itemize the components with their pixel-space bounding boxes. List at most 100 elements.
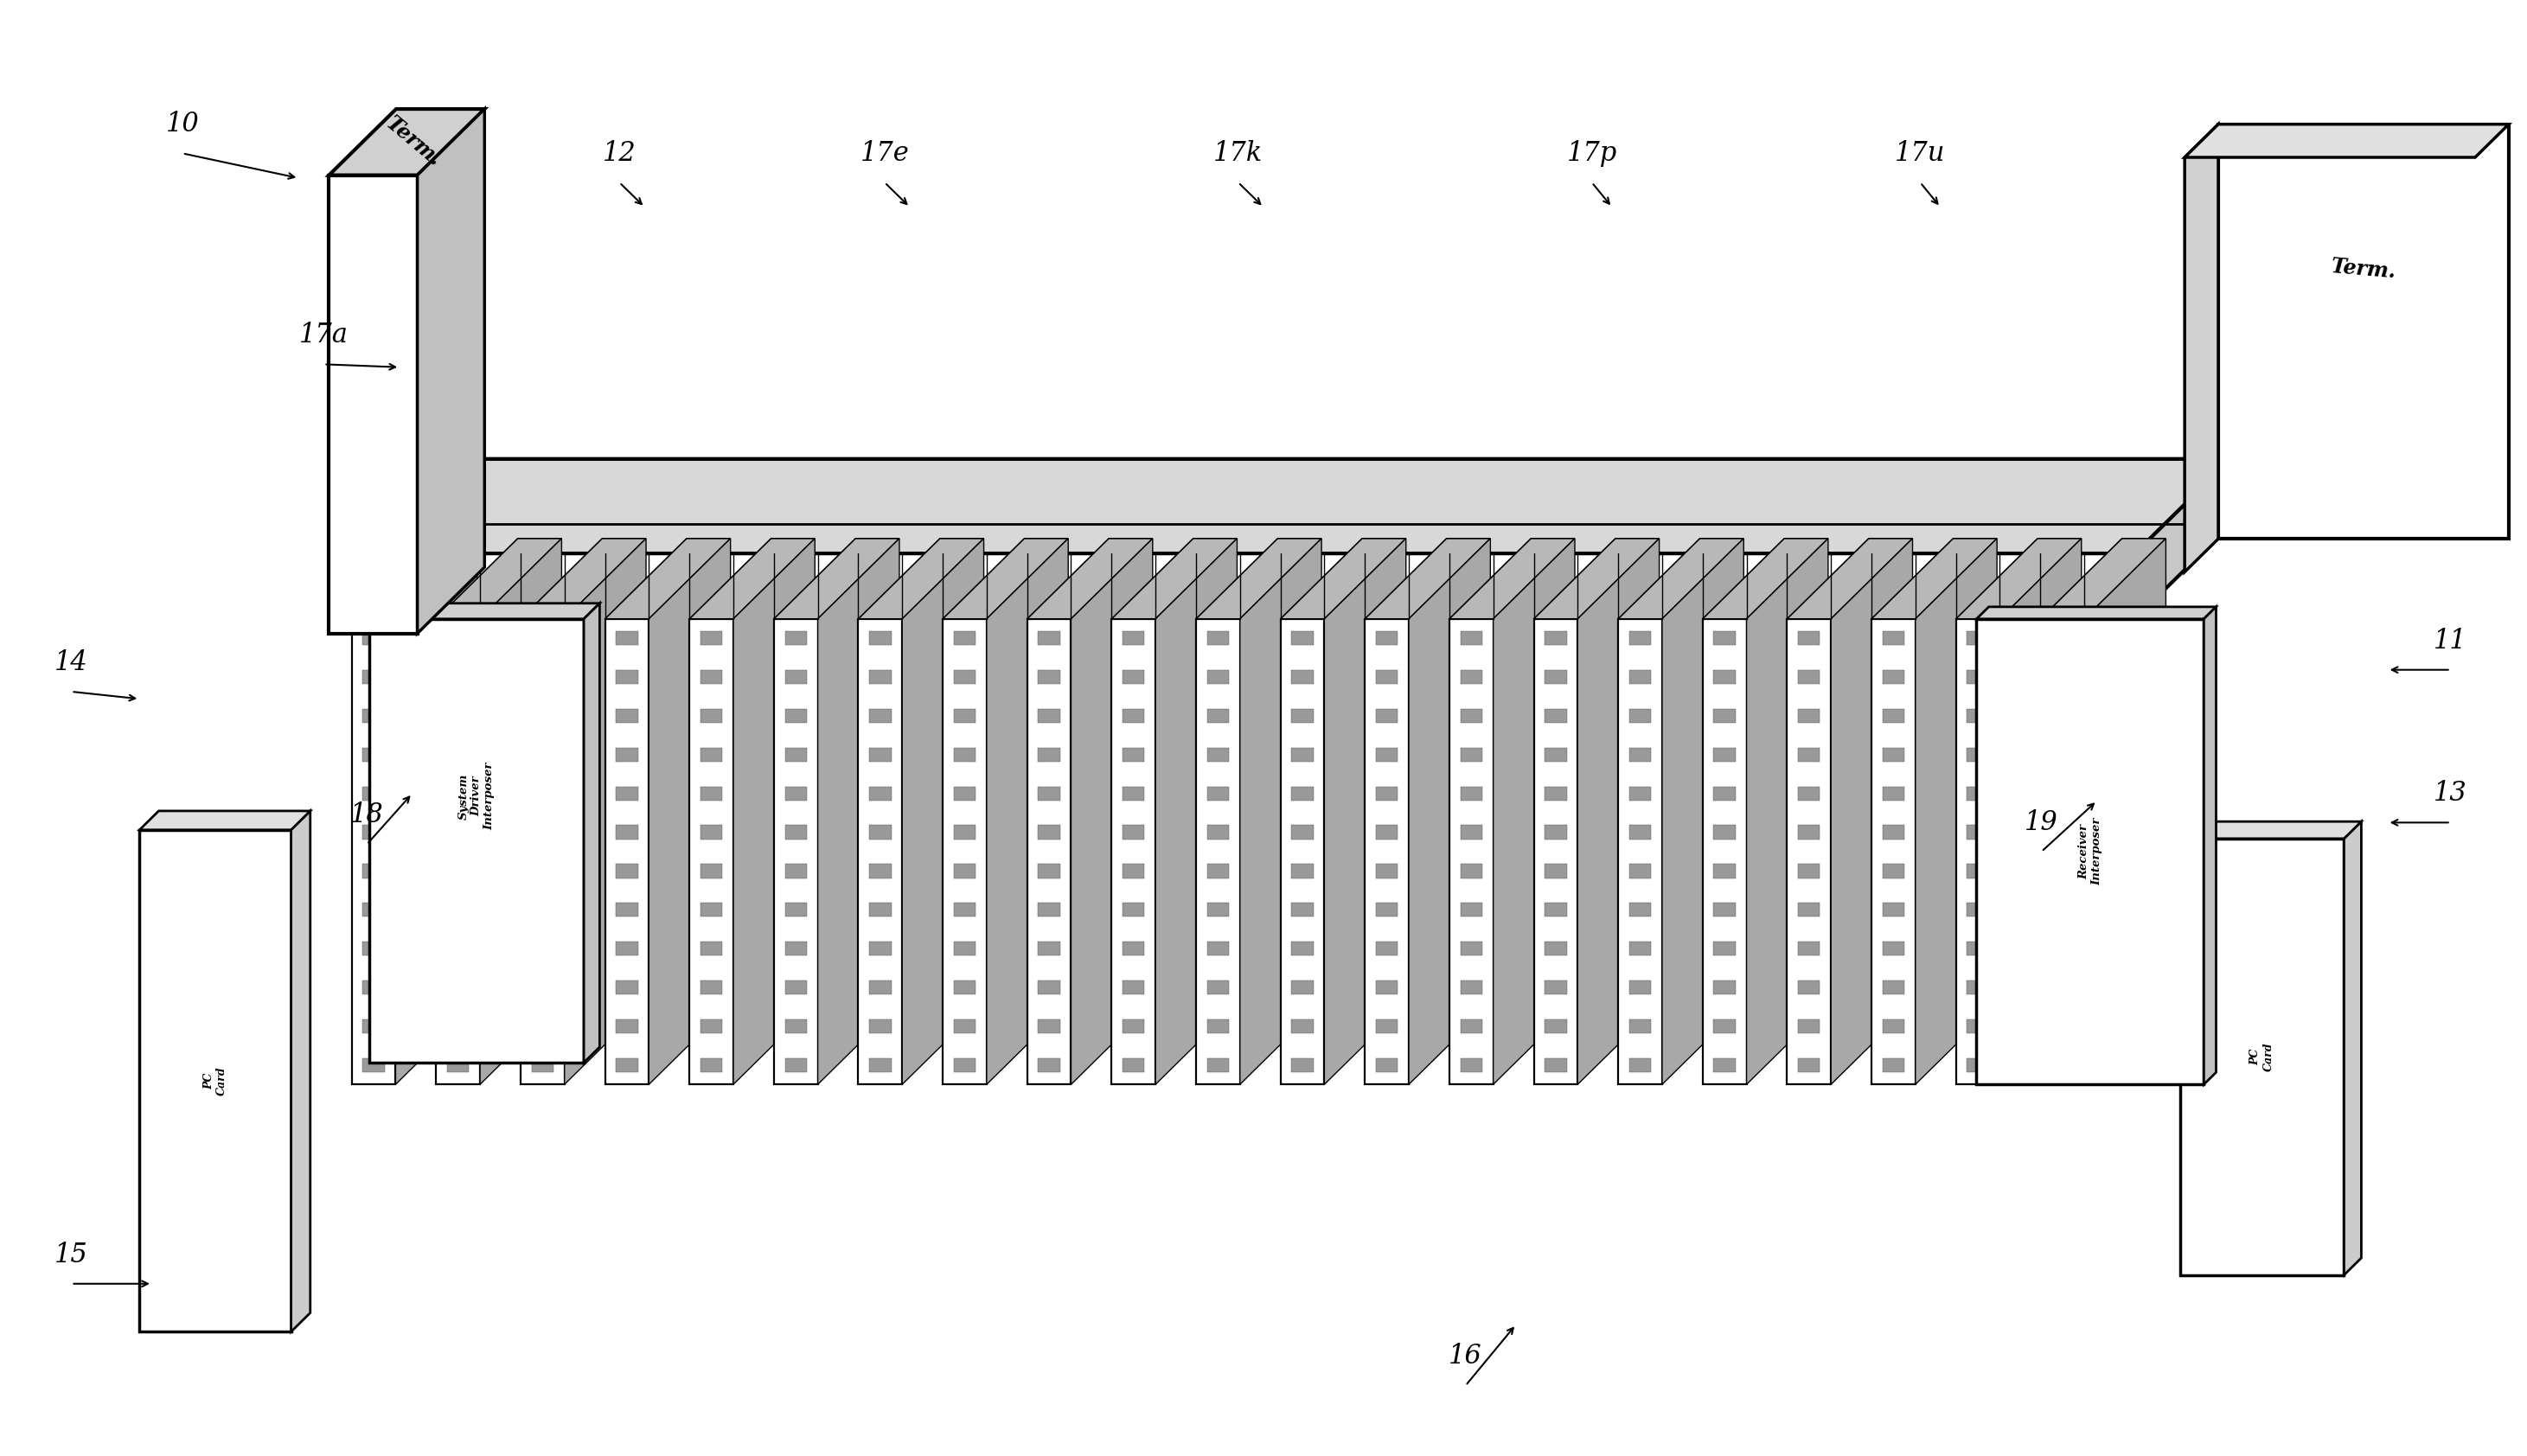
Polygon shape bbox=[2039, 619, 2085, 1085]
Polygon shape bbox=[2052, 709, 2072, 724]
Polygon shape bbox=[1915, 539, 1996, 1085]
Polygon shape bbox=[1713, 903, 1736, 917]
Polygon shape bbox=[1713, 863, 1736, 878]
Polygon shape bbox=[1122, 903, 1145, 917]
Polygon shape bbox=[1966, 1019, 1989, 1034]
Polygon shape bbox=[1291, 747, 1314, 761]
Polygon shape bbox=[1544, 1059, 1567, 1072]
Polygon shape bbox=[364, 747, 384, 761]
Polygon shape bbox=[1617, 539, 1744, 619]
Polygon shape bbox=[1630, 903, 1650, 917]
Polygon shape bbox=[869, 903, 892, 917]
Polygon shape bbox=[786, 942, 806, 955]
Polygon shape bbox=[690, 619, 733, 1085]
Polygon shape bbox=[1544, 980, 1567, 994]
Polygon shape bbox=[1291, 942, 1314, 955]
Polygon shape bbox=[1966, 863, 1989, 878]
Polygon shape bbox=[1281, 539, 1405, 619]
Polygon shape bbox=[2186, 124, 2219, 572]
Polygon shape bbox=[1281, 619, 1324, 1085]
Polygon shape bbox=[1534, 539, 1660, 619]
Polygon shape bbox=[1039, 1019, 1061, 1034]
Text: 17e: 17e bbox=[859, 140, 910, 167]
Polygon shape bbox=[447, 670, 470, 684]
Polygon shape bbox=[1026, 619, 1071, 1085]
Polygon shape bbox=[1122, 942, 1145, 955]
Polygon shape bbox=[531, 709, 553, 724]
Polygon shape bbox=[351, 619, 397, 1085]
Polygon shape bbox=[869, 980, 892, 994]
Polygon shape bbox=[1966, 747, 1989, 761]
Polygon shape bbox=[1461, 826, 1483, 839]
Polygon shape bbox=[341, 553, 2135, 619]
Polygon shape bbox=[1713, 942, 1736, 955]
Polygon shape bbox=[564, 539, 647, 1085]
Polygon shape bbox=[1883, 709, 1905, 724]
Polygon shape bbox=[1630, 632, 1650, 645]
Polygon shape bbox=[943, 619, 986, 1085]
Polygon shape bbox=[1799, 942, 1819, 955]
Polygon shape bbox=[1713, 826, 1736, 839]
Polygon shape bbox=[364, 903, 384, 917]
Polygon shape bbox=[1208, 709, 1228, 724]
Polygon shape bbox=[1208, 903, 1228, 917]
Polygon shape bbox=[1291, 1059, 1314, 1072]
Polygon shape bbox=[1461, 632, 1483, 645]
Polygon shape bbox=[291, 811, 311, 1332]
Polygon shape bbox=[953, 747, 975, 761]
Polygon shape bbox=[869, 942, 892, 955]
Text: 19: 19 bbox=[2024, 810, 2057, 836]
Polygon shape bbox=[953, 786, 975, 801]
Polygon shape bbox=[700, 632, 723, 645]
Polygon shape bbox=[1544, 709, 1567, 724]
Polygon shape bbox=[397, 539, 478, 1085]
Polygon shape bbox=[1713, 670, 1736, 684]
Polygon shape bbox=[531, 747, 553, 761]
Polygon shape bbox=[329, 109, 485, 175]
Text: 15: 15 bbox=[56, 1241, 88, 1268]
Polygon shape bbox=[2052, 826, 2072, 839]
Polygon shape bbox=[1883, 670, 1905, 684]
Polygon shape bbox=[953, 942, 975, 955]
Polygon shape bbox=[786, 863, 806, 878]
Polygon shape bbox=[859, 619, 902, 1085]
Polygon shape bbox=[786, 1059, 806, 1072]
Polygon shape bbox=[364, 709, 384, 724]
Polygon shape bbox=[1122, 826, 1145, 839]
Text: System
Driver
Interposer: System Driver Interposer bbox=[457, 763, 495, 830]
Polygon shape bbox=[369, 603, 599, 619]
Polygon shape bbox=[1799, 903, 1819, 917]
Polygon shape bbox=[1122, 863, 1145, 878]
Polygon shape bbox=[869, 1019, 892, 1034]
Polygon shape bbox=[1873, 619, 1915, 1085]
Polygon shape bbox=[437, 619, 480, 1085]
Polygon shape bbox=[617, 747, 637, 761]
Polygon shape bbox=[1461, 1019, 1483, 1034]
Polygon shape bbox=[531, 1019, 553, 1034]
Polygon shape bbox=[447, 786, 470, 801]
Polygon shape bbox=[1966, 1059, 1989, 1072]
Polygon shape bbox=[364, 786, 384, 801]
Polygon shape bbox=[447, 980, 470, 994]
Polygon shape bbox=[786, 826, 806, 839]
Polygon shape bbox=[1122, 786, 1145, 801]
Polygon shape bbox=[1122, 670, 1145, 684]
Polygon shape bbox=[1966, 786, 1989, 801]
Polygon shape bbox=[1883, 632, 1905, 645]
Polygon shape bbox=[700, 786, 723, 801]
Polygon shape bbox=[1544, 903, 1567, 917]
Text: 13: 13 bbox=[2434, 780, 2466, 807]
Polygon shape bbox=[617, 670, 637, 684]
Polygon shape bbox=[531, 826, 553, 839]
Polygon shape bbox=[1450, 539, 1574, 619]
Polygon shape bbox=[1291, 826, 1314, 839]
Polygon shape bbox=[2085, 539, 2166, 1085]
Polygon shape bbox=[953, 903, 975, 917]
Polygon shape bbox=[786, 670, 806, 684]
Polygon shape bbox=[1026, 539, 1152, 619]
Polygon shape bbox=[2219, 124, 2509, 539]
Polygon shape bbox=[953, 1059, 975, 1072]
Polygon shape bbox=[2186, 124, 2509, 157]
Polygon shape bbox=[341, 459, 2231, 553]
Polygon shape bbox=[819, 539, 900, 1085]
